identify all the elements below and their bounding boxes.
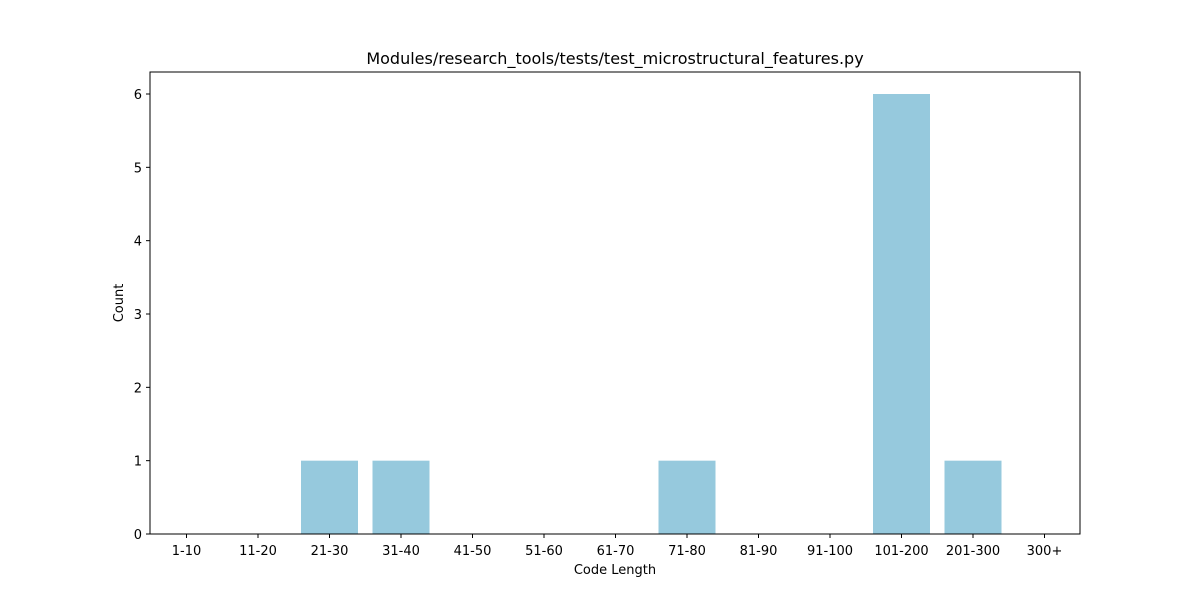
x-tick-label: 61-70	[597, 544, 635, 559]
x-tick-label: 1-10	[172, 544, 202, 559]
x-tick-label: 31-40	[382, 544, 420, 559]
x-tick-label: 81-90	[740, 544, 778, 559]
y-tick-label: 2	[134, 381, 142, 396]
y-axis-label: Count	[112, 284, 127, 323]
x-tick-label: 11-20	[239, 544, 277, 559]
x-tick-label: 201-300	[946, 544, 1000, 559]
chart-title: Modules/research_tools/tests/test_micros…	[366, 49, 863, 69]
y-tick-label: 1	[134, 455, 142, 470]
x-tick-label: 300+	[1027, 544, 1063, 559]
y-tick-label: 5	[134, 161, 142, 176]
x-tick-label: 101-200	[874, 544, 928, 559]
bar-31-40	[372, 460, 430, 534]
y-axis: 0 1 2 3 4 5 6	[134, 88, 150, 543]
bar-101-200	[873, 94, 930, 534]
bars-layer	[301, 94, 1002, 534]
y-tick-label: 0	[134, 528, 142, 543]
x-tick-label: 21-30	[311, 544, 349, 559]
x-axis-label: Code Length	[574, 563, 656, 578]
x-tick-label: 91-100	[807, 544, 853, 559]
bar-201-300	[944, 460, 1002, 534]
bar-21-30	[301, 460, 358, 534]
y-tick-label: 6	[134, 88, 142, 103]
plot-frame	[149, 71, 1081, 535]
bar-71-80	[658, 460, 716, 534]
x-tick-label: 71-80	[668, 544, 706, 559]
x-axis: 1-10 11-20 21-30 31-40 41-50 51-60 61-70 71-80 8…	[172, 534, 1063, 559]
x-tick-label: 41-50	[454, 544, 492, 559]
y-tick-label: 4	[134, 235, 142, 250]
x-tick-label: 51-60	[525, 544, 563, 559]
y-tick-label: 3	[134, 308, 142, 323]
